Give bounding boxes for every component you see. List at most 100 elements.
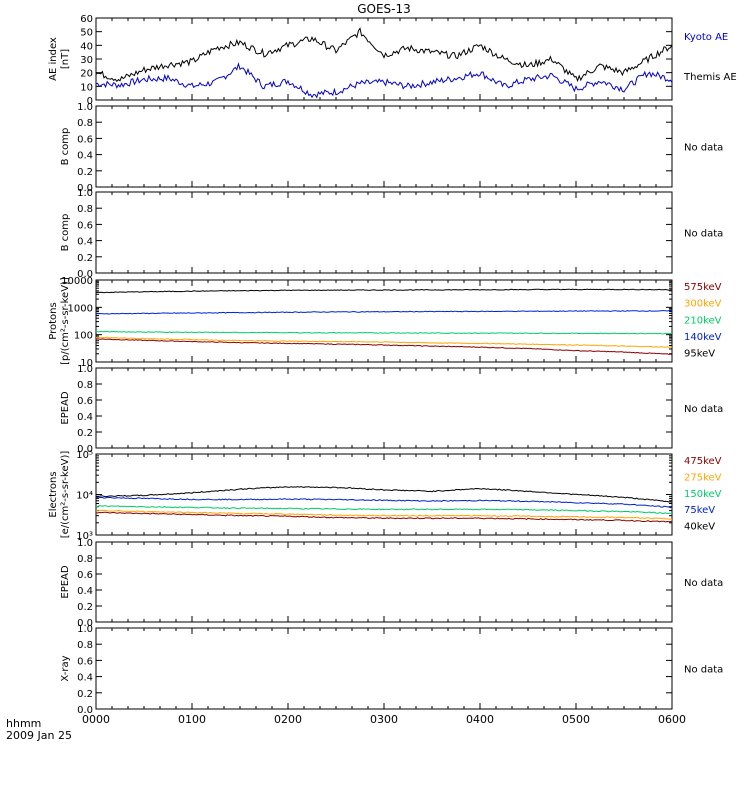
no-data-label-bcomp2: No data: [684, 229, 723, 240]
y-tick-label-bcomp2: 0.0: [77, 269, 93, 280]
y-axis-label-electrons: Electrons: [48, 471, 59, 517]
x-tick-label: 0500: [562, 713, 590, 726]
y-tick-label-bcomp1: 0.8: [77, 118, 93, 129]
y-axis-label-ae: [nT]: [60, 49, 71, 69]
y-tick-label-ae: 40: [80, 41, 93, 52]
legend-label-ae-0: Kyoto AE: [684, 32, 728, 43]
legend-label-electrons-4: 40keV: [684, 522, 715, 533]
legend-label-electrons-1: 275keV: [684, 472, 722, 483]
series-line-protons-4: [95, 288, 673, 294]
panel-frame-epead2: [95, 541, 673, 623]
y-axis-label-protons: [p/(cm²-s-sr-keV)]: [60, 277, 71, 365]
x-tick-label: 0100: [178, 713, 206, 726]
series-line-electrons-0: [95, 511, 673, 523]
y-tick-label-xray: 0.4: [77, 673, 93, 684]
no-data-label-epead1: No data: [684, 404, 723, 415]
y-tick-label-bcomp1: 0.2: [77, 167, 93, 178]
series-line-electrons-4: [95, 486, 673, 503]
y-axis-label-bcomp2: B comp: [60, 214, 71, 252]
legend-label-electrons-2: 150keV: [684, 489, 722, 500]
y-axis-label-xray: X-ray: [60, 655, 71, 681]
y-tick-label-epead1: 1.0: [77, 364, 93, 375]
y-tick-label-epead2: 0.4: [77, 586, 93, 597]
y-tick-label-bcomp2: 0.4: [77, 237, 93, 248]
series-line-electrons-1: [95, 509, 673, 520]
y-tick-label-xray: 0.8: [77, 640, 93, 651]
y-tick-label-ae: 20: [80, 69, 93, 80]
y-tick-label-protons: 100: [74, 331, 93, 342]
legend-label-protons-0: 575keV: [684, 282, 722, 293]
y-tick-label-electrons: 10⁴: [76, 491, 93, 502]
date-label: 2009 Jan 25: [6, 729, 72, 742]
y-axis-label-epead2: EPEAD: [60, 565, 71, 599]
y-tick-label-bcomp1: 0.6: [77, 134, 93, 145]
y-tick-label-epead2: 0.0: [77, 618, 93, 629]
y-tick-label-epead2: 0.2: [77, 602, 93, 613]
y-axis-label-epead1: EPEAD: [60, 391, 71, 425]
legend-label-electrons-0: 475keV: [684, 456, 722, 467]
legend-label-electrons-3: 75keV: [684, 505, 715, 516]
y-tick-label-bcomp1: 0.4: [77, 151, 93, 162]
x-tick-label: 0400: [466, 713, 494, 726]
y-tick-label-epead1: 0.2: [77, 428, 93, 439]
series-line-protons-2: [95, 330, 673, 335]
y-tick-label-bcomp1: 1.0: [77, 102, 93, 113]
legend-label-protons-3: 140keV: [684, 332, 722, 343]
x-tick-label: 0200: [274, 713, 302, 726]
chart-title: GOES-13: [357, 2, 411, 16]
y-tick-label-epead1: 0.0: [77, 444, 93, 455]
y-tick-label-bcomp2: 0.8: [77, 204, 93, 215]
y-tick-label-protons: 10: [80, 358, 93, 369]
panel-frame-bcomp1: [95, 105, 673, 188]
time-format-label: hhmm: [6, 717, 42, 730]
y-axis-label-ae: AE index: [48, 37, 59, 81]
series-line-electrons-3: [95, 496, 673, 509]
no-data-label-xray: No data: [684, 665, 723, 676]
y-tick-label-xray: 0.6: [77, 656, 93, 667]
y-tick-label-epead2: 1.0: [77, 538, 93, 549]
x-tick-label: 0300: [370, 713, 398, 726]
y-tick-label-xray: 0.0: [77, 705, 93, 716]
y-axis-label-bcomp1: B comp: [60, 128, 71, 166]
y-axis-label-electrons: [e/(cm²-s-sr-keV)]: [60, 451, 71, 539]
y-tick-label-ae: 10: [80, 82, 93, 93]
y-tick-label-bcomp2: 0.6: [77, 220, 93, 231]
legend-label-protons-1: 300keV: [684, 299, 722, 310]
y-tick-label-protons: 10000: [61, 276, 93, 287]
no-data-label-bcomp1: No data: [684, 143, 723, 154]
y-tick-label-xray: 1.0: [77, 624, 93, 635]
legend-label-protons-2: 210keV: [684, 315, 722, 326]
y-tick-label-ae: 30: [80, 55, 93, 66]
legend-label-protons-4: 95keV: [684, 349, 715, 360]
y-tick-label-epead1: 0.8: [77, 380, 93, 391]
y-tick-label-epead2: 0.6: [77, 570, 93, 581]
series-line-electrons-2: [96, 505, 673, 515]
panel-frame-bcomp2: [95, 191, 673, 274]
y-tick-label-ae: 50: [80, 28, 93, 39]
x-tick-label: 0000: [82, 713, 110, 726]
x-tick-label: 0600: [658, 713, 686, 726]
y-tick-label-xray: 0.2: [77, 689, 93, 700]
y-tick-label-epead1: 0.6: [77, 396, 93, 407]
y-tick-label-bcomp2: 0.2: [77, 253, 93, 264]
y-tick-label-ae: 0: [87, 96, 93, 107]
panel-frame-epead1: [95, 367, 673, 449]
y-tick-label-electrons: 10⁵: [76, 450, 93, 461]
panel-frame-xray: [95, 627, 673, 710]
y-tick-label-electrons: 10³: [76, 531, 93, 542]
panel-frame-ae: [95, 17, 673, 101]
y-tick-label-bcomp2: 1.0: [77, 188, 93, 199]
y-axis-label-protons: Protons: [48, 302, 59, 339]
legend-label-ae-1: Themis AE: [683, 72, 737, 83]
series-line-ae-0: [95, 61, 673, 99]
y-tick-label-ae: 60: [80, 14, 93, 25]
y-tick-label-epead1: 0.4: [77, 412, 93, 423]
series-line-protons-0: [95, 338, 673, 356]
y-tick-label-bcomp1: 0.0: [77, 183, 93, 194]
series-line-protons-1: [95, 336, 673, 348]
y-tick-label-protons: 1000: [68, 303, 93, 314]
y-tick-label-epead2: 0.8: [77, 554, 93, 565]
series-line-protons-3: [95, 310, 673, 315]
panel-frame-protons: [95, 279, 673, 363]
series-line-ae-1: [95, 26, 673, 83]
